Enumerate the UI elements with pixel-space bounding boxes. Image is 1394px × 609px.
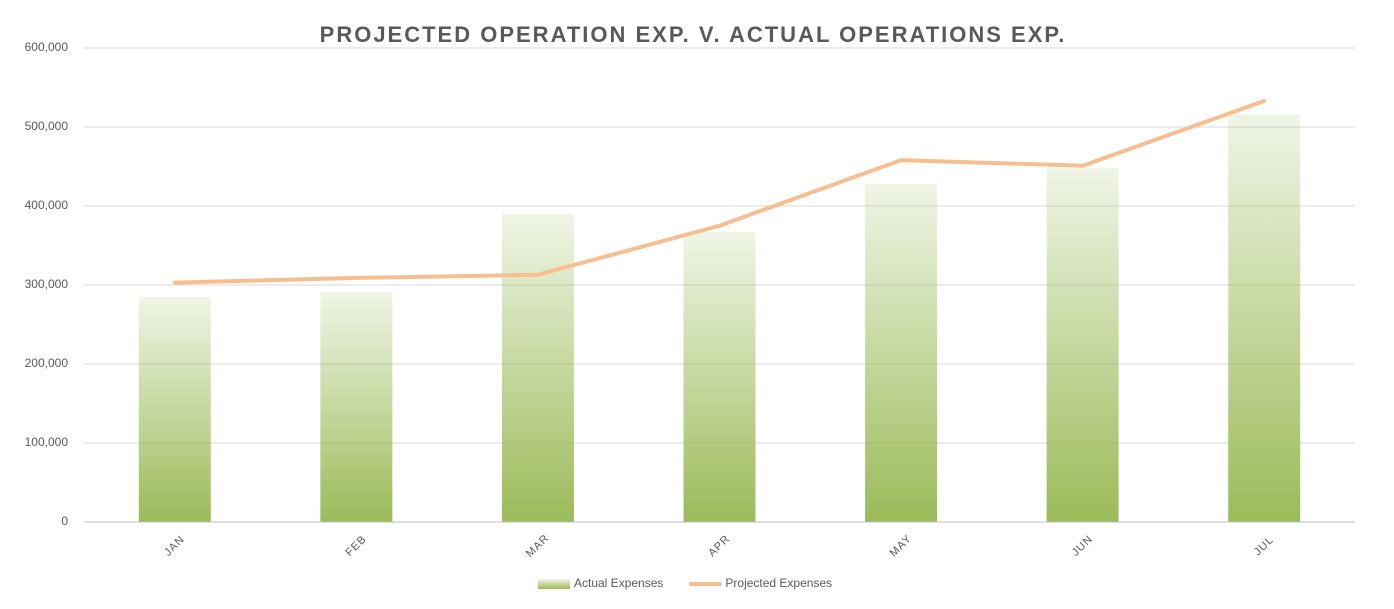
- x-tick-label: JUN: [1070, 533, 1096, 559]
- y-tick-label: 100,000: [25, 435, 69, 449]
- bar: [683, 232, 756, 522]
- x-tick-label: JAN: [162, 533, 187, 558]
- x-tick-label: MAR: [524, 532, 552, 560]
- bar: [1046, 168, 1119, 522]
- legend-label: Projected Expenses: [725, 576, 832, 590]
- y-tick-label: 400,000: [25, 198, 69, 212]
- legend-swatch: [538, 579, 570, 589]
- x-tick-label: JUL: [1252, 534, 1276, 558]
- y-tick-label: 600,000: [25, 40, 69, 54]
- y-tick-label: 0: [61, 514, 68, 528]
- bar: [138, 296, 211, 522]
- bar: [1228, 114, 1301, 523]
- y-tick-label: 300,000: [25, 277, 69, 291]
- bar: [320, 292, 393, 522]
- bar: [865, 183, 938, 522]
- chart-title: PROJECTED OPERATION EXP. V. ACTUAL OPERA…: [320, 22, 1067, 47]
- x-tick-label: FEB: [343, 533, 369, 559]
- legend-label: Actual Expenses: [574, 576, 663, 590]
- x-tick-label: MAY: [888, 532, 915, 559]
- bar: [501, 213, 574, 522]
- x-tick-label: APR: [706, 533, 733, 560]
- line: [172, 98, 1267, 285]
- y-tick-label: 200,000: [25, 356, 69, 370]
- y-tick-label: 500,000: [25, 119, 69, 133]
